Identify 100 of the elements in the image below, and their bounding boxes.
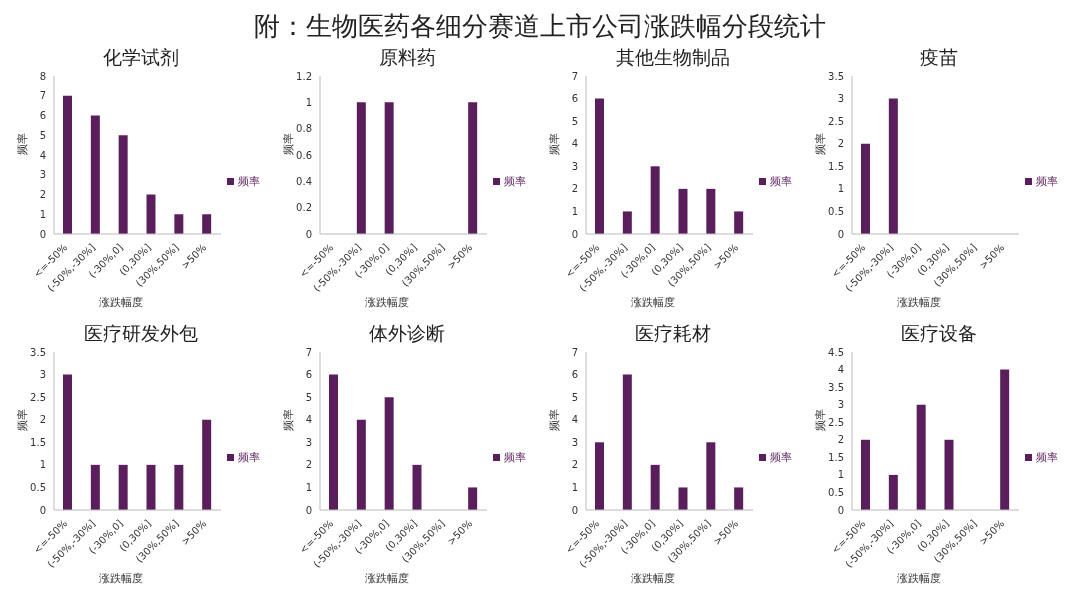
y-axis-title: 频率 bbox=[547, 409, 561, 431]
y-tick-label: 0 bbox=[305, 228, 312, 240]
bar bbox=[734, 487, 744, 510]
y-tick-label: 6 bbox=[571, 369, 578, 381]
y-tick-label: 0 bbox=[305, 504, 312, 516]
x-axis-title: 涨跌幅度 bbox=[897, 295, 941, 311]
legend-label: 频率 bbox=[770, 174, 792, 188]
bar bbox=[174, 464, 184, 510]
y-tick-label: 1.5 bbox=[30, 436, 46, 448]
y-tick-label: 7 bbox=[39, 90, 46, 102]
y-tick-label: 1 bbox=[571, 205, 578, 217]
legend-label: 频率 bbox=[770, 450, 792, 464]
bar bbox=[595, 442, 604, 510]
y-tick-label: 1.5 bbox=[828, 451, 844, 463]
y-tick-label: 1.5 bbox=[828, 160, 844, 172]
y-tick-label: 5 bbox=[39, 129, 46, 141]
y-axis-title: 频率 bbox=[281, 409, 295, 431]
y-tick-label: 3 bbox=[837, 93, 844, 105]
y-axis-title: 频率 bbox=[15, 409, 29, 431]
bar bbox=[650, 464, 660, 510]
bar bbox=[118, 464, 128, 510]
legend-label: 频率 bbox=[1036, 450, 1058, 464]
bar bbox=[734, 211, 744, 234]
text: 附：生物医药各细分赛道上市公司涨跌幅分段统计 bbox=[253, 10, 827, 43]
y-tick-label: 5 bbox=[571, 115, 578, 127]
y-tick-label: 4 bbox=[837, 364, 844, 376]
bar bbox=[174, 214, 184, 234]
y-tick-label: 0 bbox=[571, 504, 578, 516]
bar bbox=[412, 464, 422, 510]
y-tick-label: 1 bbox=[837, 469, 844, 481]
bar bbox=[90, 464, 100, 510]
y-tick-label: 6 bbox=[305, 369, 312, 381]
y-axis-title: 频率 bbox=[813, 409, 827, 431]
chart-title: 原料药 bbox=[378, 45, 436, 70]
y-tick-label: 0.5 bbox=[30, 481, 46, 493]
y-tick-label: 4.5 bbox=[828, 346, 844, 358]
legend-label: 频率 bbox=[238, 450, 260, 464]
y-tick-label: 3.5 bbox=[828, 381, 844, 393]
bar bbox=[329, 374, 338, 510]
bar bbox=[678, 487, 688, 510]
y-tick-label: 3 bbox=[837, 399, 844, 411]
y-tick-label: 7 bbox=[571, 346, 578, 358]
y-tick-label: 1 bbox=[305, 481, 312, 493]
y-tick-label: 6 bbox=[39, 110, 46, 122]
bar bbox=[650, 166, 660, 234]
y-tick-label: 0 bbox=[837, 228, 844, 240]
y-tick-label: 0 bbox=[837, 504, 844, 516]
y-tick-label: 3.5 bbox=[828, 70, 844, 82]
y-tick-label: 2 bbox=[571, 183, 578, 195]
y-axis-title: 频率 bbox=[15, 133, 29, 155]
x-axis-title: 涨跌幅度 bbox=[897, 571, 941, 587]
chart-title: 医疗研发外包 bbox=[84, 321, 198, 346]
chart-title: 医疗耗材 bbox=[635, 321, 711, 346]
bar bbox=[861, 439, 870, 510]
legend-label: 频率 bbox=[504, 450, 526, 464]
y-tick-label: 2 bbox=[39, 189, 46, 201]
legend-label: 频率 bbox=[1036, 174, 1058, 188]
y-tick-label: 0.8 bbox=[296, 123, 312, 135]
y-tick-label: 3 bbox=[571, 160, 578, 172]
legend-label: 频率 bbox=[238, 174, 260, 188]
bar bbox=[944, 439, 954, 510]
y-tick-label: 6 bbox=[571, 93, 578, 105]
y-axis-title: 频率 bbox=[281, 133, 295, 155]
y-axis-title: 频率 bbox=[547, 133, 561, 155]
y-tick-label: 1 bbox=[39, 459, 46, 471]
y-tick-label: 2 bbox=[837, 434, 844, 446]
chart-title: 化学试剂 bbox=[103, 45, 179, 70]
y-tick-label: 1 bbox=[571, 481, 578, 493]
y-tick-label: 0.5 bbox=[828, 486, 844, 498]
y-tick-label: 8 bbox=[39, 70, 46, 82]
y-tick-label: 4 bbox=[39, 149, 46, 161]
bar bbox=[146, 194, 156, 234]
y-tick-label: 3.5 bbox=[30, 346, 46, 358]
bar bbox=[90, 115, 100, 234]
bar bbox=[146, 464, 156, 510]
bar bbox=[63, 95, 72, 234]
x-axis-title: 涨跌幅度 bbox=[99, 295, 143, 311]
y-tick-label: 1 bbox=[39, 208, 46, 220]
y-tick-label: 1.2 bbox=[296, 70, 312, 82]
legend-label: 频率 bbox=[504, 174, 526, 188]
y-tick-label: 7 bbox=[571, 70, 578, 82]
y-tick-label: 5 bbox=[571, 391, 578, 403]
y-axis-title: 频率 bbox=[813, 133, 827, 155]
y-tick-label: 1 bbox=[837, 183, 844, 195]
y-tick-label: 2.5 bbox=[30, 391, 46, 403]
bar bbox=[622, 211, 632, 234]
y-tick-label: 0 bbox=[39, 228, 46, 240]
y-tick-label: 2 bbox=[571, 459, 578, 471]
y-tick-label: 2 bbox=[837, 138, 844, 150]
y-tick-label: 3 bbox=[39, 369, 46, 381]
y-tick-label: 0.2 bbox=[296, 202, 312, 214]
x-axis-title: 涨跌幅度 bbox=[365, 571, 409, 587]
bar bbox=[202, 419, 212, 510]
y-tick-label: 5 bbox=[305, 391, 312, 403]
y-tick-label: 4 bbox=[305, 414, 312, 426]
bar bbox=[384, 397, 394, 510]
y-tick-label: 0.4 bbox=[296, 175, 312, 187]
chart-title: 体外诊断 bbox=[369, 321, 445, 346]
y-tick-label: 1 bbox=[305, 96, 312, 108]
y-tick-label: 0.5 bbox=[828, 205, 844, 217]
